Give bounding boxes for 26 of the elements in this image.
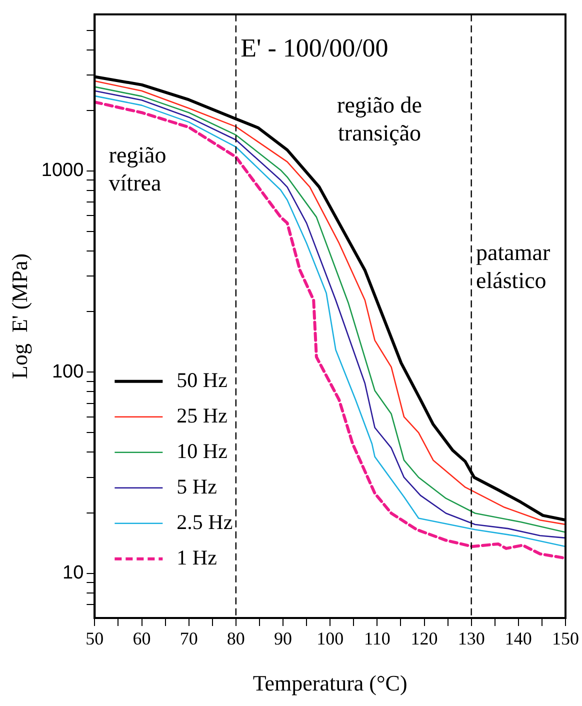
x-axis-title: Temperatura (°C) [252,670,408,696]
x-tick-label: 50 [86,628,104,649]
y-tick-label: 100 [52,361,84,382]
annotation: região de transição [337,92,422,146]
legend-label: 25 Hz [176,403,228,428]
y-tick-label: 10 [62,562,84,584]
annotation: região vítrea [108,142,166,196]
x-tick-label: 110 [364,628,390,649]
text: E' - 100/00/00 [240,33,388,62]
annotation: patamar elástico [476,240,550,294]
legend-label: 2.5 Hz [176,510,233,534]
legend-label: 10 Hz [176,438,228,463]
x-tick-label: 140 [504,628,532,649]
x-tick-label: 60 [132,628,151,649]
x-tick-label: 70 [180,628,198,649]
y-axis-title: Log E' (MPa) [6,253,32,379]
x-tick-label: 130 [458,628,485,649]
x-tick-label: 90 [274,628,292,649]
x-tick-label: 80 [226,628,245,649]
x-tick-label: 100 [316,628,344,649]
x-tick-label: 120 [410,628,438,649]
legend-label: 50 Hz [176,368,228,392]
legend-label: 1 Hz [176,545,217,570]
x-tick-label: 150 [552,628,579,649]
y-tick-label: 1000 [41,160,84,182]
legend-label: 5 Hz [176,474,217,498]
